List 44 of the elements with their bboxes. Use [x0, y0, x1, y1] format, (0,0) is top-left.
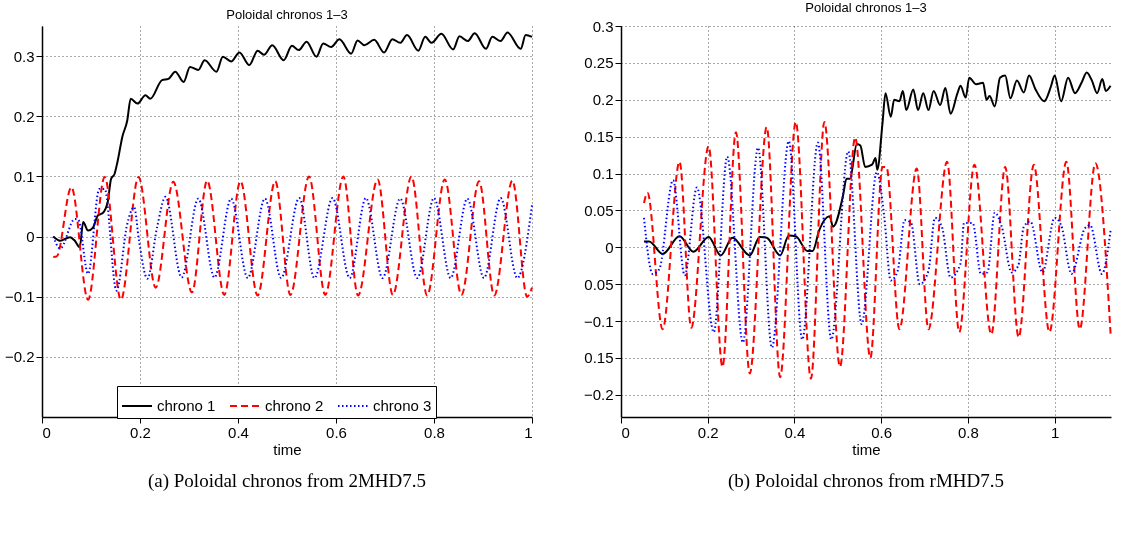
line-series	[642, 71, 1112, 257]
x-tick-label: 0.2	[697, 423, 719, 441]
y-tick-label: 0	[26, 228, 35, 246]
y-tick-label: −0.1	[4, 288, 35, 306]
line-series	[642, 120, 1112, 380]
x-axis-title: time	[852, 440, 881, 458]
line-series	[642, 140, 1112, 349]
y-tick-label: 0.05	[584, 201, 614, 219]
line-series	[52, 175, 533, 301]
y-tick-label: 0.15	[584, 128, 614, 146]
x-tick-label: 0.6	[871, 423, 893, 441]
legend-label: chrono 2	[265, 397, 324, 414]
x-tick-label: 0.8	[957, 423, 979, 441]
y-tick-label: 0.1	[592, 165, 614, 183]
y-tick-label: −0.2	[583, 386, 614, 404]
x-tick-label: 0	[621, 423, 630, 441]
y-tick-label: 0.05	[584, 275, 614, 293]
y-tick-label: 0.2	[13, 107, 35, 125]
x-tick-label: 1	[524, 423, 533, 441]
legend-label: chrono 1	[157, 397, 216, 414]
y-tick-label: 0.3	[592, 17, 614, 35]
x-tick-label: 0.2	[130, 423, 151, 441]
chart-title: Poloidal chronos 1–3	[805, 0, 927, 15]
x-tick-label: 0.4	[228, 423, 249, 441]
y-tick-label: 0.25	[584, 54, 614, 72]
y-tick-label: 0.1	[13, 167, 35, 185]
x-tick-label: 0	[42, 423, 51, 441]
y-tick-label: −0.2	[4, 348, 35, 366]
line-series	[52, 188, 533, 292]
x-tick-label: 0.8	[424, 423, 445, 441]
x-tick-label: 1	[1050, 423, 1060, 441]
text: (b) Poloidal chronos from rMHD7.5	[728, 470, 1004, 492]
line-series	[52, 31, 533, 249]
y-tick-label: 0.3	[13, 47, 35, 65]
y-tick-label: 0	[605, 238, 614, 256]
y-tick-label: 0.15	[584, 349, 614, 367]
text: (a) Poloidal chronos from 2MHD7.5	[147, 470, 427, 492]
legend-label: chrono 3	[373, 397, 432, 414]
x-axis-title: time	[273, 440, 302, 458]
y-tick-label: 0.2	[592, 91, 614, 109]
y-tick-label: −0.1	[583, 312, 614, 330]
chart-title: Poloidal chronos 1–3	[226, 7, 348, 22]
x-tick-label: 0.4	[784, 423, 806, 441]
x-tick-label: 0.6	[326, 423, 347, 441]
